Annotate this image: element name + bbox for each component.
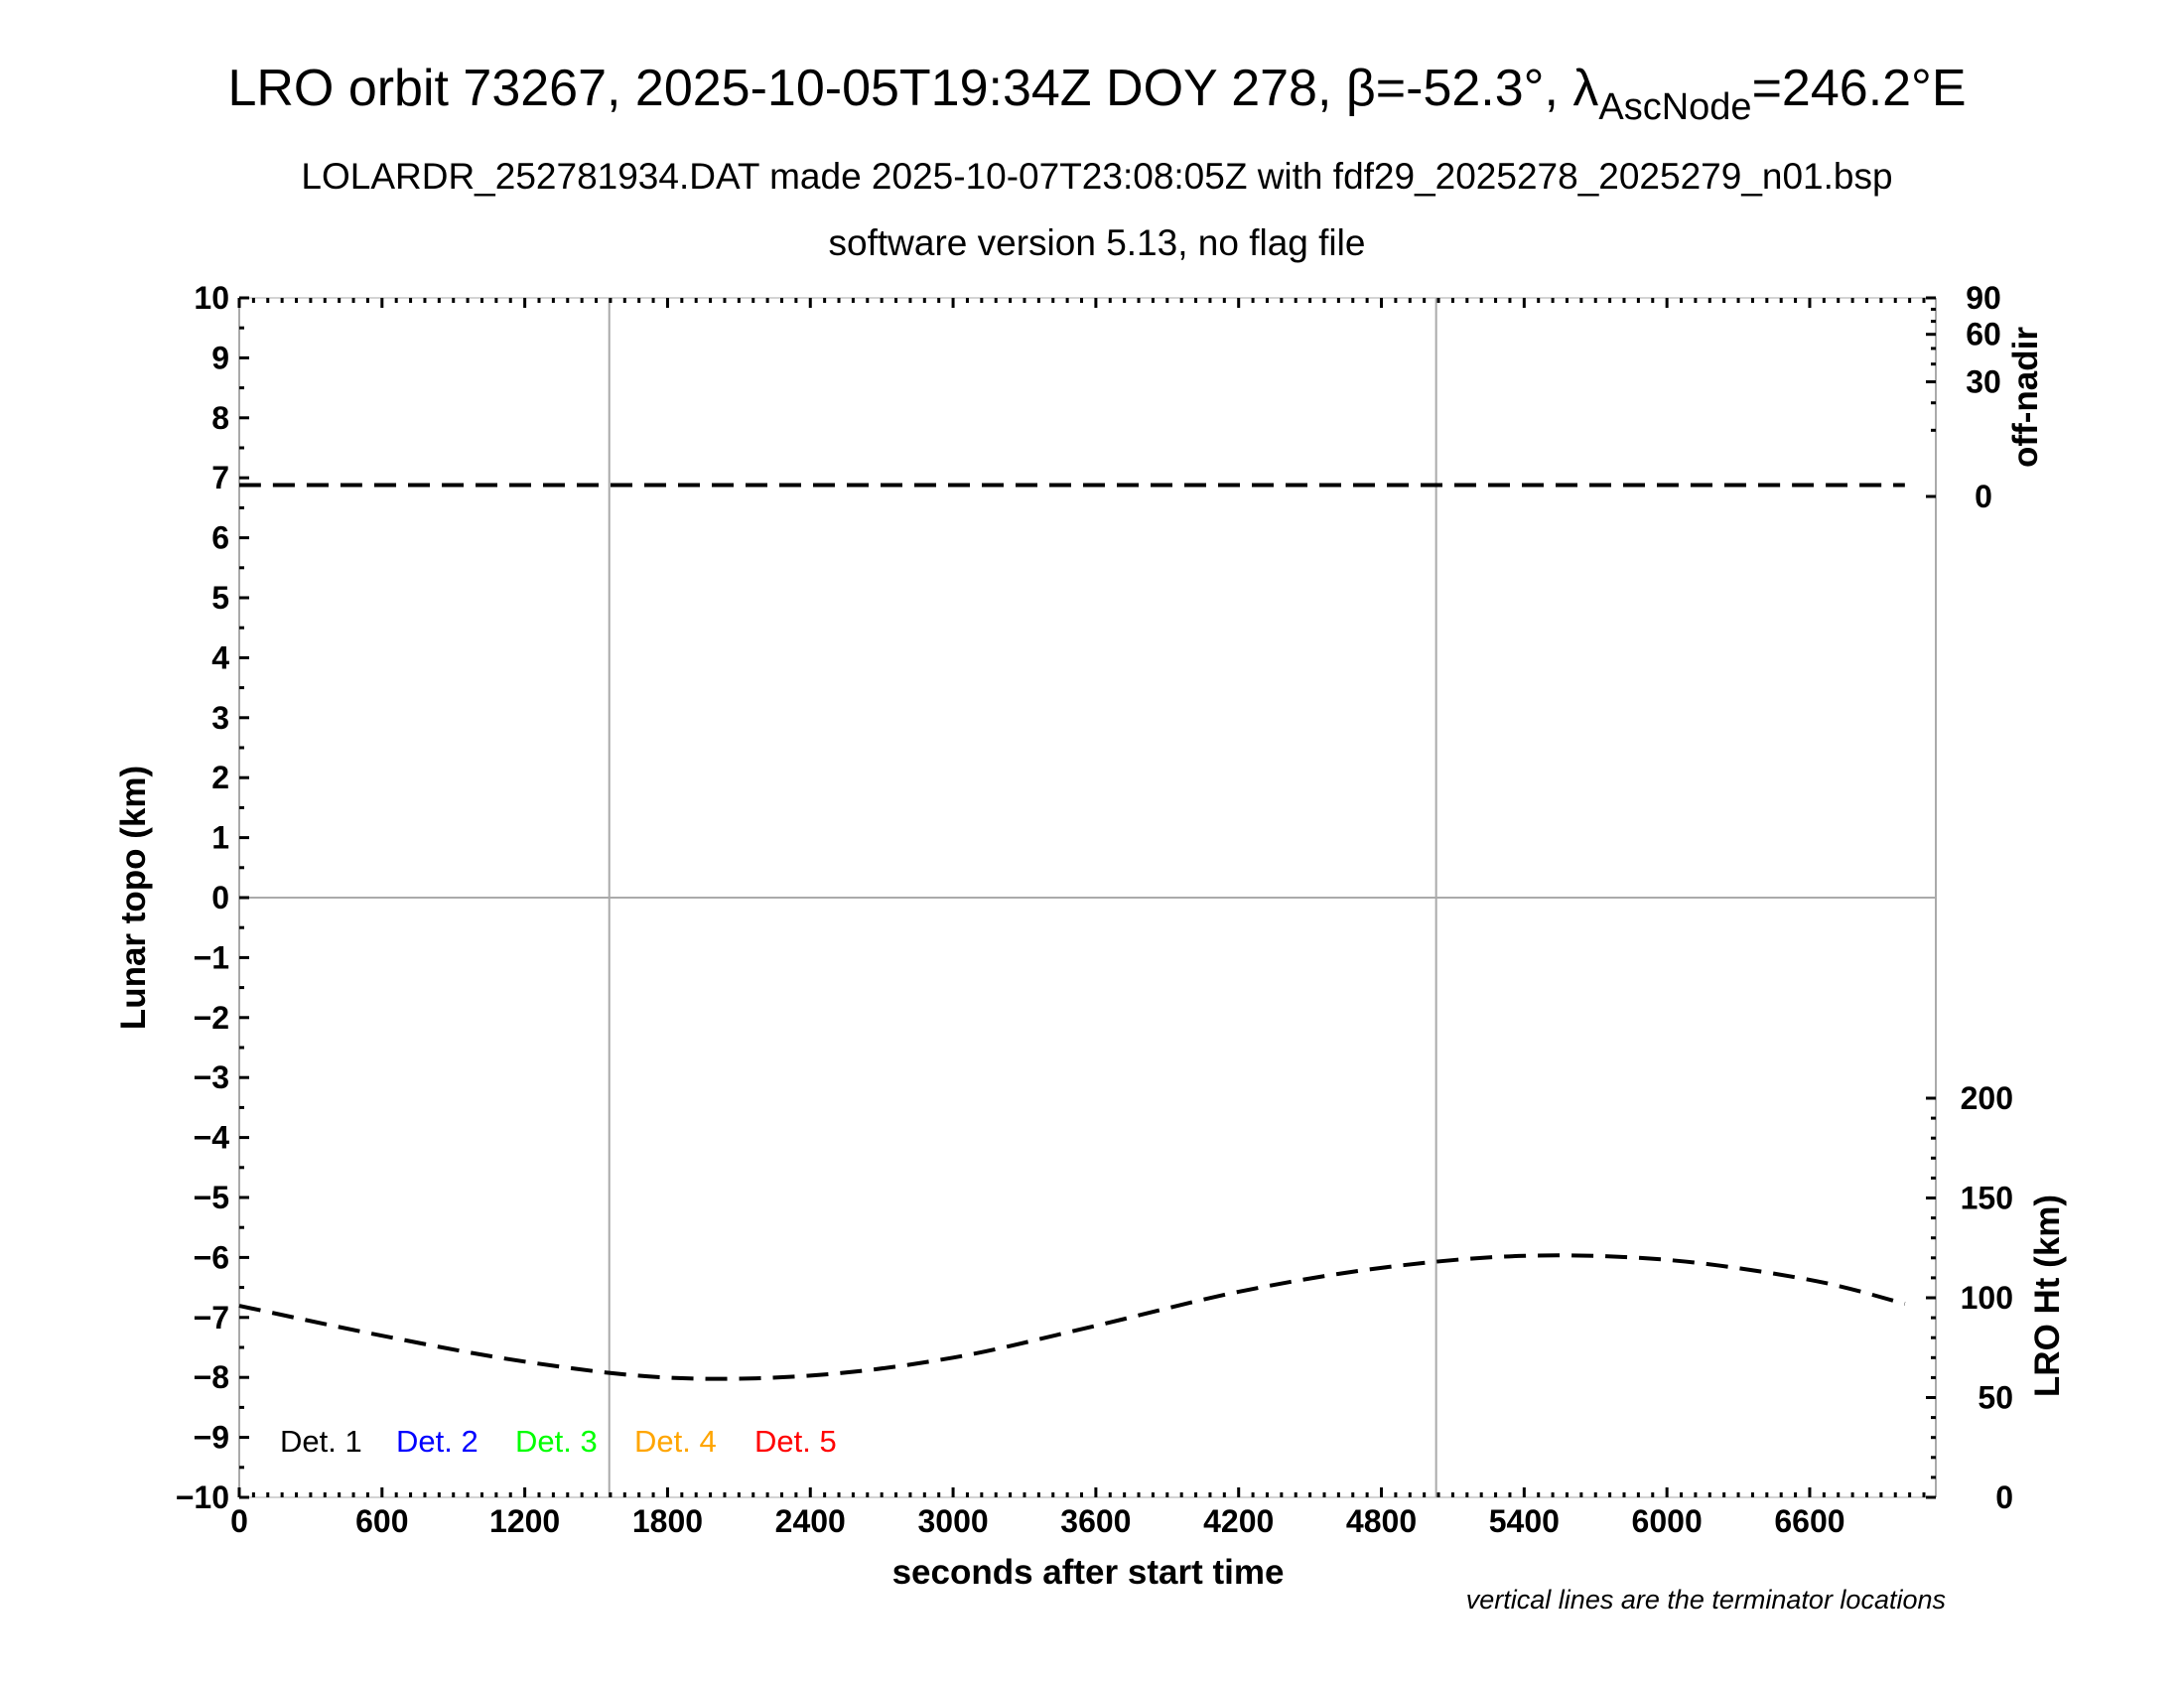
- chart-subtitle-2: software version 5.13, no flag file: [829, 222, 1366, 263]
- lro-ht-tick-label: 0: [1995, 1479, 2013, 1515]
- x-axis-label: seconds after start time: [892, 1553, 1285, 1592]
- y-left-tick-label: −9: [194, 1420, 229, 1456]
- x-tick-label: 1200: [489, 1503, 560, 1539]
- x-tick-label: 1800: [632, 1503, 703, 1539]
- legend-item-det-1: Det. 1: [280, 1424, 362, 1459]
- off-nadir-tick-label: 90: [1966, 280, 2001, 316]
- y-left-tick-label: 4: [211, 639, 229, 675]
- y-left-tick-label: 8: [211, 400, 229, 436]
- y-left-tick-label: 5: [211, 580, 229, 616]
- off-nadir-tick-label: 30: [1966, 364, 2001, 400]
- x-tick-label: 4200: [1203, 1503, 1274, 1539]
- terminator-note: vertical lines are the terminator locati…: [1466, 1585, 1946, 1615]
- y-left-tick-label: −10: [176, 1479, 229, 1515]
- x-tick-label: 600: [355, 1503, 408, 1539]
- y-left-tick-label: −8: [194, 1359, 229, 1395]
- y-axis-right-bottom-label: LRO Ht (km): [2028, 1195, 2067, 1397]
- off-nadir-tick-label: 0: [1975, 479, 1992, 514]
- x-tick-label: 4800: [1346, 1503, 1417, 1539]
- lro-ht-tick-label: 100: [1961, 1280, 2013, 1316]
- x-tick-label: 2400: [775, 1503, 846, 1539]
- x-tick-label: 5400: [1489, 1503, 1560, 1539]
- y-left-tick-label: −3: [194, 1059, 229, 1095]
- y-left-tick-label: −6: [194, 1239, 229, 1275]
- grid-lines: [239, 298, 1936, 1497]
- chart-title: LRO orbit 73267, 2025-10-05T19:34Z DOY 2…: [227, 60, 1966, 128]
- y-left-tick-label: 2: [211, 760, 229, 795]
- x-tick-label: 6000: [1632, 1503, 1703, 1539]
- y-left-tick-label: 7: [211, 460, 229, 495]
- y-axis-left-label: Lunar topo (km): [114, 766, 153, 1030]
- y-left-tick-label: 1: [211, 820, 229, 856]
- y-left-tick-label: 9: [211, 340, 229, 375]
- x-tick-label: 3000: [917, 1503, 988, 1539]
- y-left-tick-label: −5: [194, 1180, 229, 1215]
- x-tick-label: 6600: [1774, 1503, 1844, 1539]
- chart-subtitle: LOLARDR_252781934.DAT made 2025-10-07T23…: [301, 156, 1892, 197]
- y-left-tick-label: −2: [194, 1000, 229, 1036]
- y-left-tick-label: 10: [194, 280, 229, 316]
- legend-item-det-5: Det. 5: [754, 1424, 837, 1459]
- y-left-tick-label: −1: [194, 939, 229, 975]
- y-left-tick-label: −7: [194, 1300, 229, 1336]
- x-tick-label: 0: [230, 1503, 248, 1539]
- y-left-tick-label: 3: [211, 700, 229, 736]
- y-left-tick-label: 0: [211, 880, 229, 915]
- lro-ht-tick-label: 50: [1978, 1380, 2013, 1416]
- y-left-tick-label: 6: [211, 520, 229, 556]
- y-left-tick-label: −4: [194, 1120, 230, 1156]
- legend-item-det-2: Det. 2: [396, 1424, 478, 1459]
- axes: 0 600 1200 1800 2400 3000 3600 4200 4800 5400 6000…: [176, 280, 2013, 1539]
- series-layer: [238, 483, 1906, 1381]
- lro-height-line: [238, 1253, 1906, 1381]
- x-tick-label: 3600: [1060, 1503, 1131, 1539]
- lro-ht-tick-label: 150: [1961, 1181, 2013, 1216]
- legend-item-det-3: Det. 3: [515, 1424, 598, 1459]
- legend: Det. 1 Det. 2 Det. 3 Det. 4 Det. 5: [280, 1424, 837, 1459]
- lro-ht-tick-label: 200: [1961, 1080, 2013, 1116]
- legend-item-det-4: Det. 4: [634, 1424, 717, 1459]
- off-nadir-tick-label: 60: [1966, 317, 2001, 352]
- y-axis-right-top-label: off-nadir: [2006, 327, 2045, 468]
